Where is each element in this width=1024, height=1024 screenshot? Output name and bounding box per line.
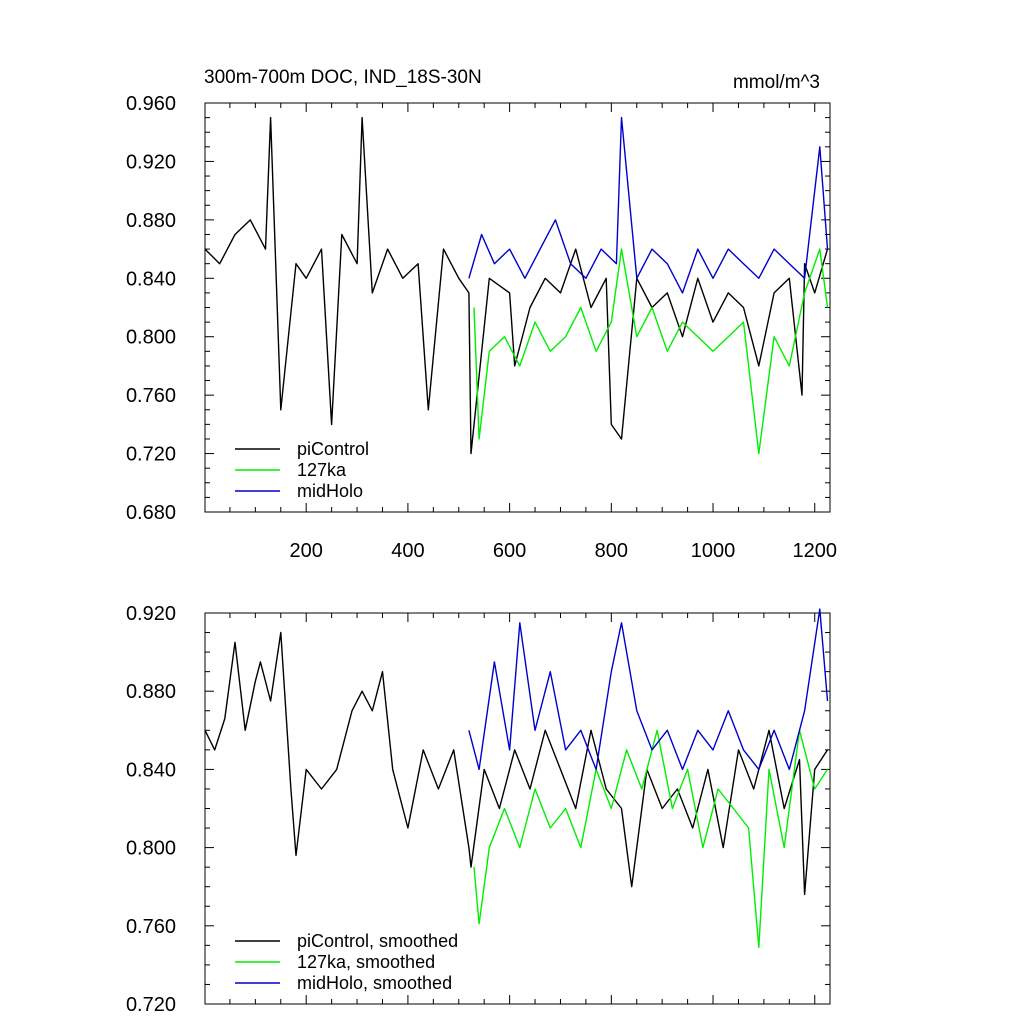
series-line-127ka-smoothed [473,729,829,948]
legend-label-127ka-smoothed: 127ka, smoothed [297,952,435,972]
panel-top: 300m-700m DOC, IND_18S-30N mmol/m^3 0.68… [126,67,837,562]
y-tick-label: 0.880 [126,681,176,703]
series-line-midholo [468,116,829,294]
y-tick-label: 0.800 [126,327,176,349]
y-tick-label: 0.920 [126,151,176,173]
legend-label-picontrol-smoothed: piControl, smoothed [297,931,458,951]
x-tick-label: 1000 [691,540,736,562]
y-axis-bottom: 0.720 0.760 0.800 0.840 0.880 0.920 [126,603,830,1016]
legend-label-midholo: midHolo [297,481,363,501]
series-group-top [204,116,829,455]
y-tick-label: 0.920 [126,603,176,625]
y-tick-label: 0.680 [126,502,176,524]
x-axis-top: 200 400 600 800 1000 1200 [229,103,837,562]
legend-label-127ka: 127ka [297,460,347,480]
y-tick-label: 0.720 [126,444,176,466]
series-line-picontrol-smoothed [204,631,829,896]
panel-bottom: 0.720 0.760 0.800 0.840 0.880 0.920 piControl… [126,603,831,1016]
series-line-127ka [473,248,829,455]
x-tick-label: 400 [391,540,424,562]
series-group-bottom [204,608,829,948]
chart-title: 300m-700m DOC, IND_18S-30N [204,67,482,88]
y-axis-top: 0.680 0.720 0.760 0.800 0.840 0.880 0.920 0.960 [126,93,830,524]
y-tick-label: 0.760 [126,385,176,407]
series-line-picontrol [204,116,829,455]
y-tick-label: 0.760 [126,916,176,938]
x-tick-label: 1200 [792,540,837,562]
y-tick-label: 0.960 [126,93,176,115]
y-tick-label: 0.720 [126,994,176,1016]
y-tick-label: 0.880 [126,210,176,232]
legend-label-picontrol: piControl [297,439,369,459]
series-line-midholo-smoothed [468,608,829,771]
y-tick-label: 0.840 [126,759,176,781]
x-tick-label: 600 [493,540,526,562]
units-label: mmol/m^3 [733,72,820,93]
legend-label-midholo-smoothed: midHolo, smoothed [297,973,452,993]
x-tick-label: 800 [595,540,628,562]
y-tick-label: 0.840 [126,268,176,290]
y-tick-label: 0.800 [126,838,176,860]
x-tick-label: 200 [290,540,323,562]
x-axis-bottom [229,613,816,1004]
